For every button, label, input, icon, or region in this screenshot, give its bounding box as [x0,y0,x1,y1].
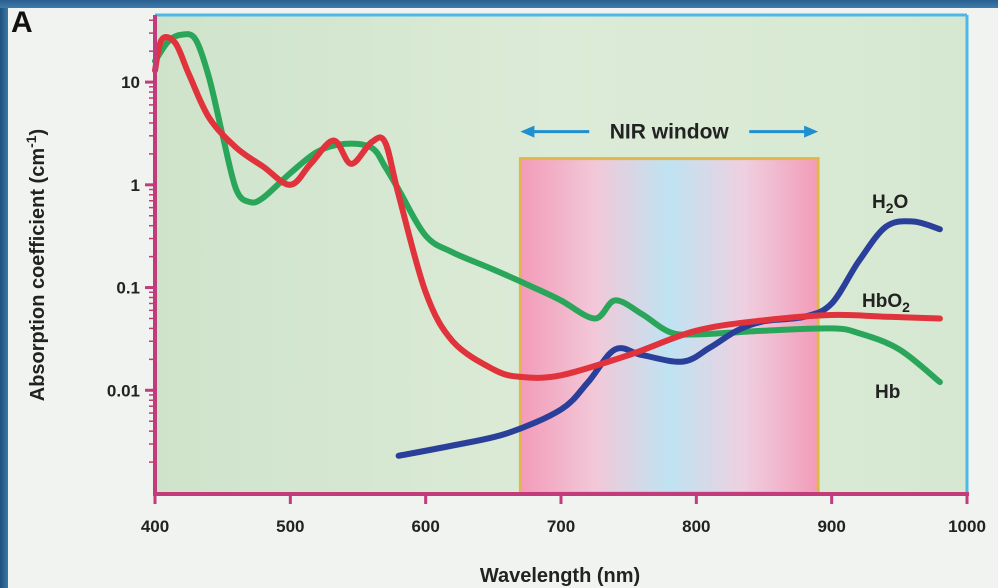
x-axis-title: Wavelength (nm) [480,565,640,587]
series-label-hbo2: HbO2 [862,291,910,315]
y-tick-label: 10 [121,73,140,92]
nir-window-annotation: NIR window [520,121,819,144]
nir-window-label: NIR window [610,121,730,144]
x-tick-label: 1000 [948,517,986,536]
series-line-hbo2 [152,34,943,381]
x-tick-label: 600 [411,517,439,536]
frame-left-bar [0,0,8,588]
nir-window-box [518,157,820,495]
panel-label: A [11,6,33,39]
nir-arrowhead-left [520,125,535,138]
x-tick-label: 800 [682,517,710,536]
series-line-h2o [395,218,943,459]
y-tick-label: 0.01 [107,381,140,400]
frame-top-bar [0,0,998,8]
y-tick-label: 1 [131,176,140,195]
x-tick-label: 700 [547,517,575,536]
series-layer [152,31,943,459]
x-tick-label: 400 [141,517,169,536]
tick-layer: 400 500 600 700 800 900 1000 10 1 0.1 0.01 [107,19,986,536]
nir-arrowhead-right [804,125,819,138]
x-tick-label: 500 [276,517,304,536]
x-tick-label: 900 [817,517,845,536]
series-label-hb: Hb [875,382,900,403]
y-tick-label: 0.1 [116,279,140,298]
y-axis-title: Absorption coefficient (cm-1) [23,129,49,401]
